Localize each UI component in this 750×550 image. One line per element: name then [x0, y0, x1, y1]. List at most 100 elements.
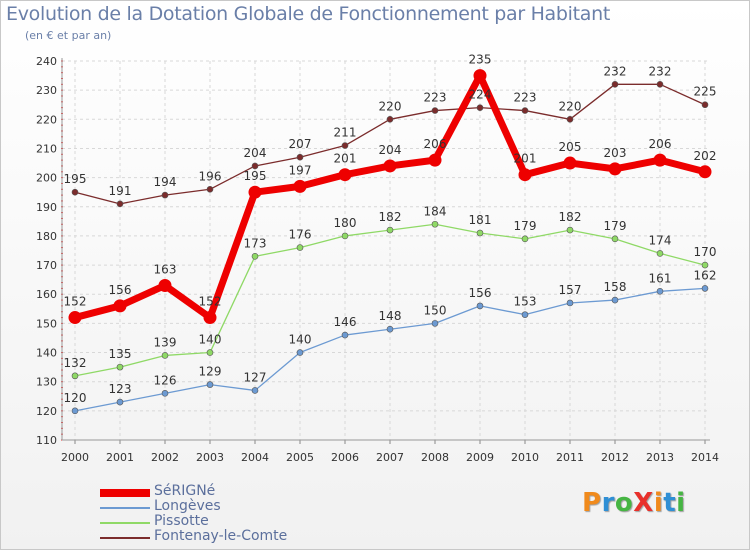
data-point-fontenay-le-comte: [116, 200, 124, 208]
data-point-long-ves: [566, 299, 574, 307]
x-tick-label: 2012: [601, 451, 629, 464]
data-label-fontenay-le-comte: 211: [334, 126, 357, 140]
data-point-fontenay-le-comte: [476, 104, 484, 111]
logo-letter: X: [633, 488, 654, 518]
x-tick-label: 2001: [106, 451, 134, 464]
data-point-pissotte: [71, 372, 79, 380]
data-label-long-ves: 162: [694, 268, 717, 282]
data-label-pissotte: 179: [604, 219, 627, 233]
x-tick-label: 2009: [466, 451, 494, 464]
data-label-long-ves: 146: [334, 315, 357, 329]
data-label-long-ves: 150: [424, 303, 447, 317]
data-point-fontenay-le-comte: [386, 116, 394, 123]
data-label-s-rign-: 163: [154, 262, 177, 276]
logo-letter: o: [614, 488, 634, 518]
y-tick-label: 160: [36, 288, 57, 301]
data-label-long-ves: 120: [64, 391, 87, 405]
logo-letter: P: [582, 488, 602, 518]
y-tick-label: 200: [36, 172, 57, 185]
y-tick-label: 220: [36, 113, 57, 126]
data-label-s-rign-: 156: [109, 283, 132, 297]
data-point-fontenay-le-comte: [71, 188, 79, 196]
data-point-long-ves: [341, 331, 349, 339]
data-point-pissotte: [701, 261, 709, 269]
y-tick-label: 140: [36, 347, 57, 360]
y-tick-label: 170: [36, 259, 57, 272]
data-label-pissotte: 132: [64, 356, 87, 370]
legend-label: Pissotte: [154, 513, 209, 529]
y-tick-label: 120: [36, 405, 57, 418]
data-point-s-rign-: [248, 185, 262, 199]
legend-swatch: [100, 489, 150, 497]
data-label-long-ves: 157: [559, 283, 582, 297]
data-label-s-rign-: 206: [649, 137, 672, 151]
data-label-pissotte: 184: [424, 204, 447, 218]
data-label-pissotte: 139: [154, 335, 177, 349]
x-tick-label: 2005: [286, 451, 314, 464]
data-label-fontenay-le-comte: 220: [379, 99, 402, 113]
y-tick-label: 230: [36, 84, 57, 97]
logo-letter: i: [653, 488, 664, 518]
data-point-long-ves: [431, 320, 439, 327]
data-label-pissotte: 140: [199, 333, 222, 347]
data-point-long-ves: [611, 296, 619, 304]
data-label-long-ves: 148: [379, 309, 402, 323]
x-tick-label: 2000: [61, 451, 89, 464]
data-point-fontenay-le-comte: [656, 81, 664, 88]
data-label-s-rign-: 195: [244, 169, 267, 183]
data-label-long-ves: 156: [469, 286, 492, 300]
data-point-long-ves: [656, 288, 664, 295]
data-point-long-ves: [161, 390, 169, 397]
x-tick-label: 2010: [511, 451, 539, 464]
data-point-fontenay-le-comte: [296, 153, 304, 161]
data-label-fontenay-le-comte: 225: [694, 85, 717, 99]
chart-subtitle: (en € et par an): [25, 29, 112, 42]
data-point-s-rign-: [293, 179, 307, 193]
y-tick-label: 150: [36, 317, 57, 330]
data-label-s-rign-: 203: [604, 146, 627, 160]
legend-label: Longèves: [154, 498, 221, 514]
data-label-pissotte: 182: [559, 210, 582, 224]
data-point-pissotte: [431, 220, 439, 228]
y-tick-label: 210: [36, 142, 57, 155]
data-label-s-rign-: 152: [64, 295, 87, 309]
data-point-fontenay-le-comte: [161, 191, 169, 199]
data-point-s-rign-: [473, 69, 487, 83]
data-label-s-rign-: 201: [514, 152, 537, 166]
x-tick-label: 2007: [376, 451, 404, 464]
axes: 110 120 130 140 150 160 170 180 190 200 210 220 230 2…: [36, 55, 719, 464]
data-point-long-ves: [701, 285, 709, 292]
data-point-pissotte: [116, 363, 124, 371]
data-point-pissotte: [296, 244, 304, 251]
y-tick-label: 110: [36, 434, 57, 447]
data-label-fontenay-le-comte: 232: [604, 64, 627, 78]
data-point-long-ves: [521, 311, 529, 318]
data-point-fontenay-le-comte: [566, 116, 574, 123]
x-tick-label: 2004: [241, 451, 269, 464]
data-label-fontenay-le-comte: 195: [64, 172, 87, 186]
data-label-s-rign-: 235: [469, 53, 492, 67]
data-point-s-rign-: [338, 168, 352, 182]
x-tick-label: 2002: [151, 451, 179, 464]
grid-lines: [62, 60, 710, 441]
data-point-s-rign-: [653, 153, 667, 167]
y-tick-label: 180: [36, 230, 57, 243]
data-label-pissotte: 135: [109, 347, 132, 361]
data-point-long-ves: [71, 407, 79, 415]
y-tick-label: 130: [36, 376, 57, 389]
x-tick-label: 2013: [646, 451, 674, 464]
proxiti-logo: ProXiti: [582, 488, 686, 518]
data-label-fontenay-le-comte: 196: [199, 169, 222, 183]
data-point-fontenay-le-comte: [611, 81, 619, 88]
data-label-pissotte: 176: [289, 228, 312, 242]
legend-swatch: [100, 522, 150, 524]
legend-swatch: [100, 537, 150, 539]
data-point-s-rign-: [563, 156, 577, 170]
data-point-s-rign-: [158, 278, 172, 292]
data-point-s-rign-: [68, 311, 82, 325]
data-point-fontenay-le-comte: [431, 107, 439, 114]
data-point-long-ves: [116, 398, 124, 406]
data-label-long-ves: 123: [109, 382, 132, 396]
data-label-pissotte: 182: [379, 210, 402, 224]
